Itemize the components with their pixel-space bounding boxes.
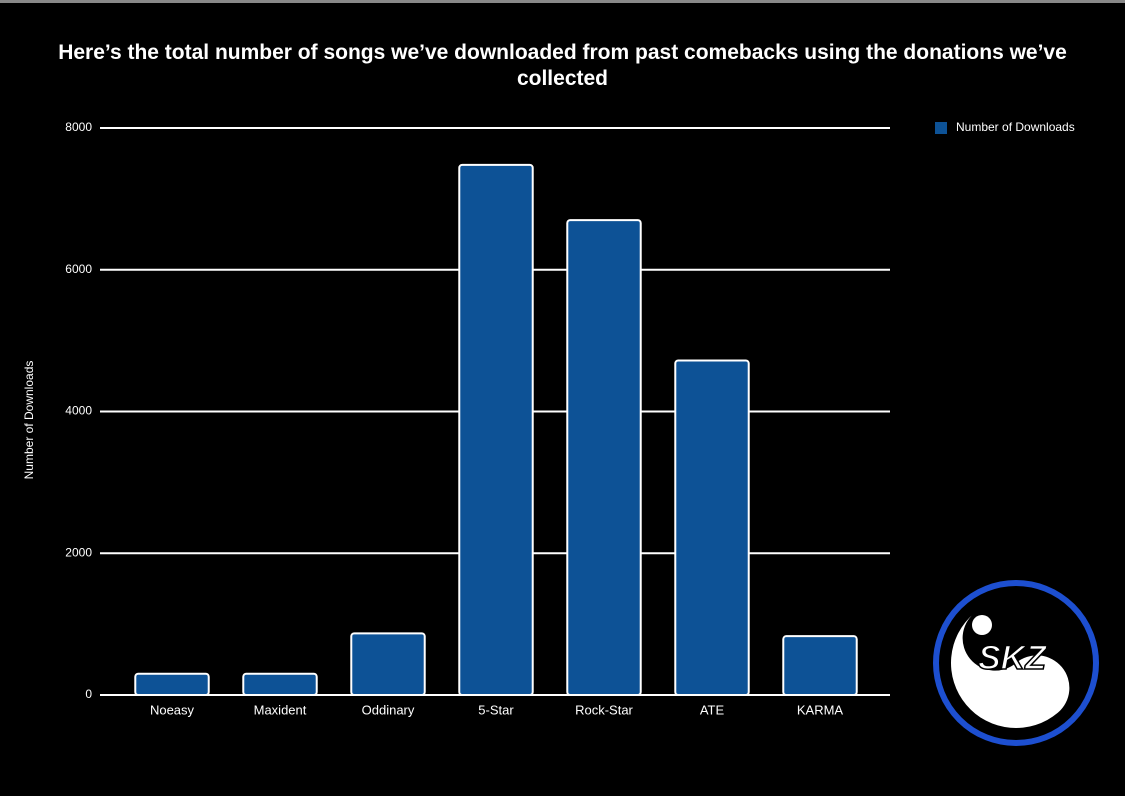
y-tick-label: 8000 xyxy=(65,120,92,134)
bar xyxy=(350,632,426,696)
y-tick-label: 6000 xyxy=(65,262,92,276)
y-tick-label: 2000 xyxy=(65,545,92,559)
y-tick-label: 4000 xyxy=(65,404,92,418)
bar xyxy=(134,672,210,696)
logo: SKZ WDZCART xyxy=(925,572,1108,755)
x-tick-label: Rock-Star xyxy=(575,702,633,717)
x-tick-label: ATE xyxy=(700,702,725,717)
logo-subtext: WDZCART xyxy=(986,680,1042,692)
bar xyxy=(782,635,858,697)
x-tick-label: Oddinary xyxy=(362,702,415,717)
logo-text: SKZ xyxy=(978,639,1047,677)
bar xyxy=(566,219,642,696)
x-tick-label: KARMA xyxy=(797,702,844,717)
top-border xyxy=(0,0,1125,3)
chart-title: Here’s the total number of songs we’ve d… xyxy=(58,41,1067,90)
logo-dot xyxy=(1038,693,1058,713)
y-tick-label: 0 xyxy=(85,687,92,701)
bar xyxy=(674,359,750,696)
logo-dot xyxy=(972,615,992,635)
x-tick-label: Maxident xyxy=(254,702,307,717)
x-tick-label: Noeasy xyxy=(150,702,195,717)
legend-swatch xyxy=(935,122,947,134)
x-tick-label: 5-Star xyxy=(478,702,514,717)
legend-label: Number of Downloads xyxy=(956,120,1075,134)
bar xyxy=(242,672,318,696)
bar xyxy=(458,163,534,697)
y-axis-label: Number of Downloads xyxy=(22,361,36,480)
